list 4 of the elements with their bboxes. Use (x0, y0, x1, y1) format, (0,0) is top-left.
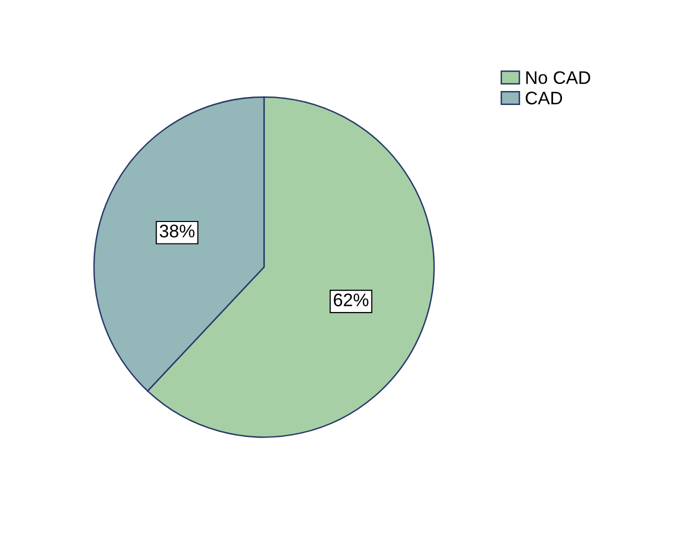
data-label: 38% (160, 224, 195, 238)
data-label: 62% (334, 294, 368, 306)
legend-label: CAD (526, 92, 562, 104)
legend-label: No CAD (526, 71, 590, 84)
